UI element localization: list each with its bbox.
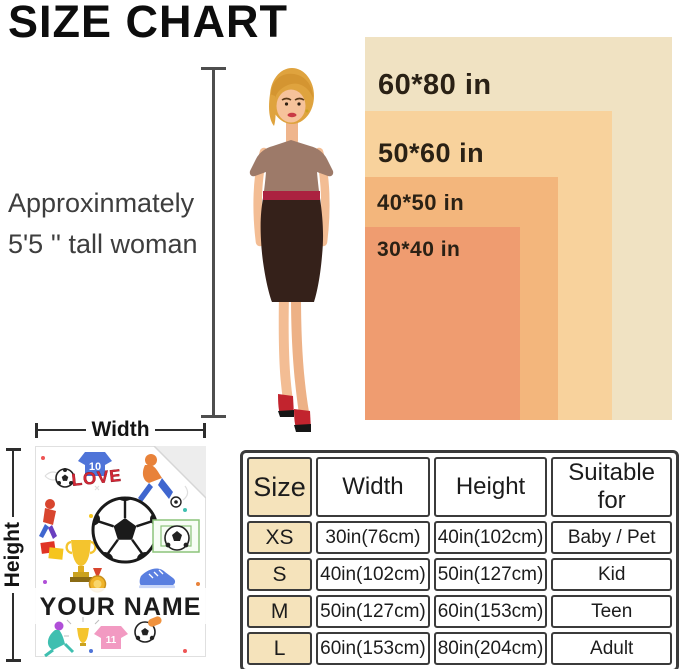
woman-left-eye (284, 102, 289, 106)
table-cell-suitable: Baby / Pet (551, 521, 672, 554)
model-height-line (212, 68, 215, 418)
width-label: Width (91, 418, 150, 441)
table-row: S 40in(102cm) 50in(127cm) Kid (247, 558, 672, 591)
size-rect-label: 40*50 in (377, 190, 465, 215)
model-caption-line1: Approxinmately (8, 188, 195, 218)
height-measure-line (11, 592, 15, 660)
woman-right-eye (297, 102, 301, 106)
goal-field-icon (152, 519, 200, 553)
woman-illustration (249, 68, 334, 432)
jersey-icon-pink: 11 (94, 626, 128, 649)
size-rect-30x40: 30*40 in (365, 227, 520, 420)
size-rect-label: 50*60 in (378, 138, 485, 168)
table-cell-width: 50in(127cm) (316, 595, 430, 628)
trophy-icon (65, 540, 97, 582)
woman-earring (305, 109, 309, 113)
soccer-ball-icon (55, 468, 75, 488)
woman-top (249, 140, 334, 199)
table-header-height: Height (433, 457, 548, 517)
player-running-icon (39, 499, 57, 539)
woman-face (276, 89, 306, 123)
size-table: Size Width Height Suitable for XS 30in(7… (240, 450, 679, 669)
woman-left-leg (278, 294, 293, 400)
table-row: M 50in(127cm) 60in(153cm) Teen (247, 595, 672, 628)
jersey-number: 11 (106, 635, 117, 646)
blanket-height-measure: Height (0, 448, 26, 663)
table-cell-height: 60in(153cm) (433, 595, 548, 628)
size-rect-label: 30*40 in (377, 238, 461, 261)
name-band (35, 588, 206, 624)
table-cell-suitable: Kid (551, 558, 672, 591)
height-measure-line (11, 451, 15, 518)
table-header-suitable-for: Suitable for (551, 457, 672, 517)
woman-skirt (260, 198, 324, 302)
fold-corner (153, 446, 206, 499)
table-header-size: Size (247, 457, 313, 517)
width-measure-line (154, 428, 203, 432)
model-caption-line2: 5'5 '' tall woman (8, 229, 198, 259)
model-height-line-top-cap (201, 67, 226, 70)
table-row: L 60in(153cm) 80in(204cm) Adult (247, 632, 672, 665)
dancer-icon (44, 621, 75, 657)
player-kicking-icon (138, 454, 182, 508)
table-cell-height: 50in(127cm) (433, 558, 548, 591)
cards-icon (40, 541, 64, 560)
blanket-width-measure: Width (35, 417, 206, 443)
woman-belt (263, 191, 320, 200)
height-measure-bottom-cap (5, 659, 21, 663)
blanket-preview: 10 LOVE (35, 446, 206, 657)
table-cell-suitable: Teen (551, 595, 672, 628)
woman-right-brow (294, 97, 305, 101)
table-cell-size: L (247, 632, 313, 665)
woman-right-leg (291, 294, 309, 414)
height-label: Height (1, 522, 24, 588)
woman-fringe (270, 73, 313, 104)
woman-lips (287, 112, 297, 118)
your-name-text: YOUR NAME (40, 593, 202, 621)
table-cell-size: M (247, 595, 313, 628)
table-cell-suitable: Adult (551, 632, 672, 665)
table-header-width: Width (316, 457, 430, 517)
width-measure-line (38, 428, 87, 432)
woman-left-shoe-sole (278, 410, 294, 417)
model-caption: Approxinmately 5'5 '' tall woman (8, 183, 198, 265)
model-height-line-bottom-cap (201, 415, 226, 418)
burst-trophy-icon (64, 617, 100, 646)
width-measure-right-cap (203, 422, 206, 438)
jersey-icon: 10 (78, 452, 112, 476)
woman-neck (286, 120, 298, 144)
woman-right-shoe-sole (294, 424, 311, 432)
woman-side-hair (269, 94, 276, 126)
table-cell-width: 40in(102cm) (316, 558, 430, 591)
size-table-container: Size Width Height Suitable for XS 30in(7… (240, 450, 679, 669)
table-cell-height: 40in(102cm) (433, 521, 548, 554)
table-cell-width: 30in(76cm) (316, 521, 430, 554)
table-cell-size: XS (247, 521, 313, 554)
width-measure-left-cap (35, 422, 38, 438)
table-row: XS 30in(76cm) 40in(102cm) Baby / Pet (247, 521, 672, 554)
jersey-number: 10 (89, 461, 101, 473)
height-measure-top-cap (5, 448, 21, 451)
woman-left-brow (281, 97, 292, 101)
table-cell-height: 80in(204cm) (433, 632, 548, 665)
soccer-ball-icon (134, 616, 162, 643)
table-cell-width: 60in(153cm) (316, 632, 430, 665)
table-cell-size: S (247, 558, 313, 591)
size-rect-label: 60*80 in (378, 69, 492, 101)
page-title: SIZE CHART (8, 0, 288, 47)
